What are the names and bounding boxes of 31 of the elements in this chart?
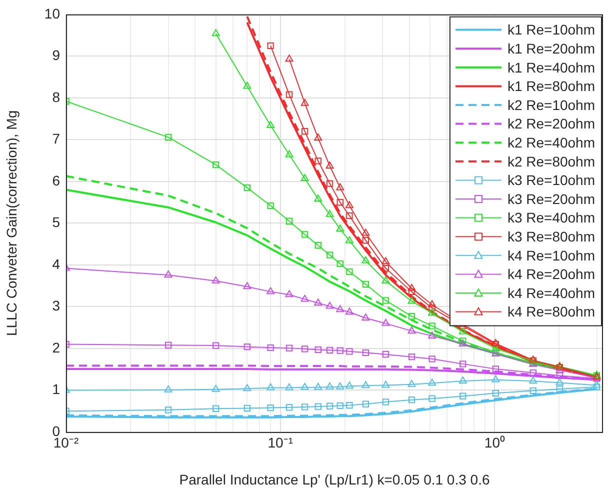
y-tick-label: 10 (44, 5, 60, 22)
legend-label: k4 Re=40ohm (507, 284, 596, 301)
legend-label: k2 Re=80ohm (507, 153, 596, 170)
y-tick-label: 9 (52, 47, 60, 64)
legend-label: k3 Re=80ohm (507, 228, 596, 244)
legend-label: k2 Re=20ohm (507, 116, 596, 132)
legend-label: k3 Re=20ohm (507, 190, 596, 207)
y-tick-label: 0 (52, 422, 60, 439)
legend-label: k2 Re=40ohm (507, 134, 596, 150)
y-tick-label: 1 (52, 381, 60, 398)
y-tick-label: 5 (52, 214, 60, 230)
y-tick-label: 7 (52, 130, 60, 147)
legend-label: k1 Re=20ohm (507, 40, 596, 56)
x-axis-title: Parallel Inductance Lp' (Lp/Lr1) k=0.05 0.1 0.3 0.6 (179, 471, 490, 488)
legend-label: k1 Re=10ohm (507, 22, 596, 38)
x-tick-label: 10⁻¹ (268, 434, 294, 450)
y-axis-title: LLLC Conveter Gain(correction), Mg (3, 110, 20, 336)
legend-label: k4 Re=20ohm (507, 266, 596, 282)
y-tick-label: 4 (52, 256, 60, 272)
legend-label: k1 Re=40ohm (507, 59, 596, 76)
y-tick-label: 2 (52, 339, 60, 356)
legend-label: k2 Re=10ohm (507, 96, 596, 113)
legend-label: k1 Re=80ohm (507, 78, 596, 94)
legend-label: k4 Re=10ohm (507, 247, 596, 264)
y-tick-label: 6 (52, 172, 60, 188)
y-tick-label: 8 (52, 88, 60, 105)
legend-label: k4 Re=80ohm (507, 304, 596, 320)
legend-label: k3 Re=10ohm (507, 172, 596, 188)
legend-label: k3 Re=40ohm (507, 210, 596, 226)
y-tick-label: 3 (52, 298, 60, 314)
x-tick-label: 10⁰ (484, 434, 506, 450)
